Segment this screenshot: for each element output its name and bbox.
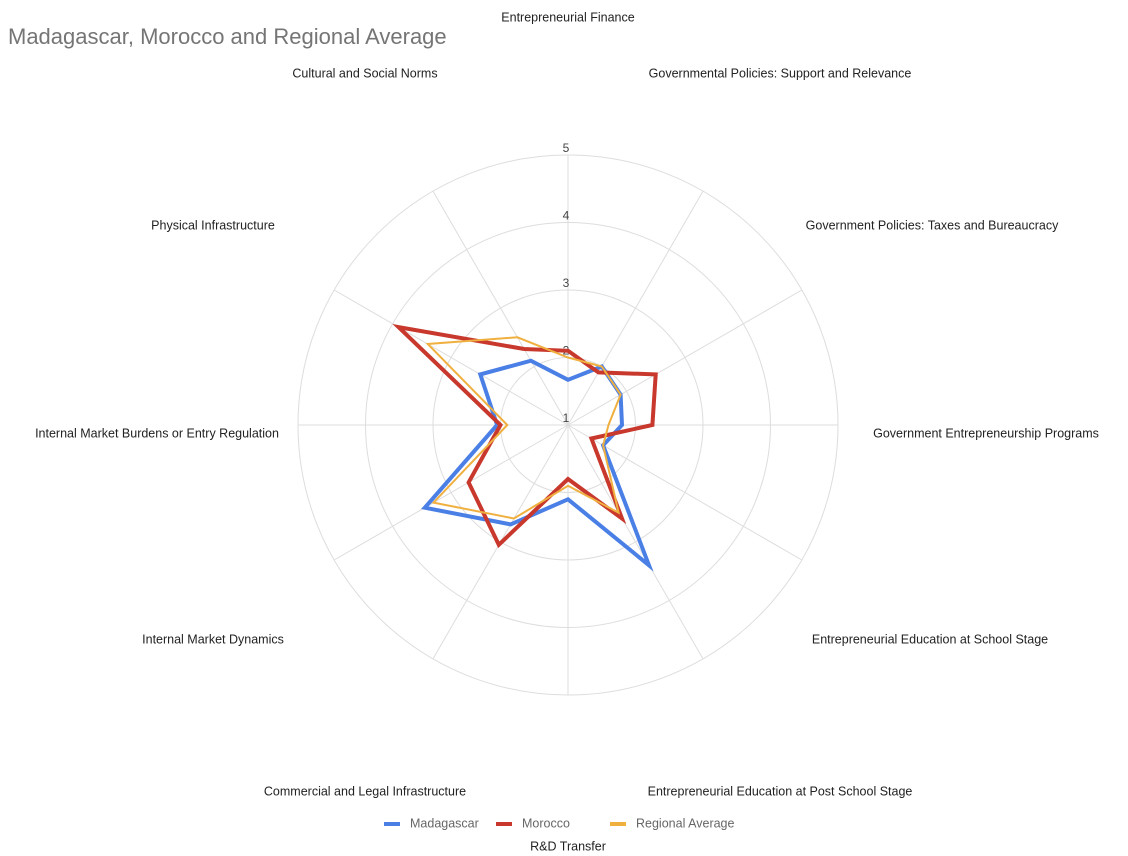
category-label: Entrepreneurial Finance	[501, 10, 634, 24]
grid-circle	[297, 154, 839, 696]
category-label: Physical Infrastructure	[151, 218, 275, 232]
legend-label: Morocco	[522, 816, 570, 830]
r-tick-label: 5	[563, 141, 570, 155]
chart-title: Madagascar, Morocco and Regional Average	[8, 24, 447, 49]
category-label: Entrepreneurial Education at Post School…	[648, 784, 913, 798]
r-tick-label: 3	[563, 276, 570, 290]
series-line	[425, 336, 622, 520]
category-label: Governmental Policies: Support and Relev…	[649, 66, 912, 80]
category-label: R&D Transfer	[530, 839, 606, 853]
category-label: Internal Market Burdens or Entry Regulat…	[35, 426, 279, 440]
r-tick-label: 1	[563, 411, 570, 425]
category-label: Government Policies: Taxes and Bureaucra…	[806, 218, 1059, 232]
category-label: Internal Market Dynamics	[142, 632, 284, 646]
category-label: Government Entrepreneurship Programs	[873, 426, 1099, 440]
series-line	[421, 358, 654, 572]
grid-circle	[432, 289, 704, 561]
legend-label: Regional Average	[636, 816, 735, 830]
r-tick-label: 4	[563, 209, 570, 223]
category-label: Cultural and Social Norms	[292, 66, 437, 80]
category-label: Entrepreneurial Education at School Stag…	[812, 632, 1048, 646]
category-label: Commercial and Legal Infrastructure	[264, 784, 466, 798]
grid-circle	[365, 222, 771, 628]
legend-label: Madagascar	[410, 816, 479, 830]
series-line	[392, 324, 658, 549]
